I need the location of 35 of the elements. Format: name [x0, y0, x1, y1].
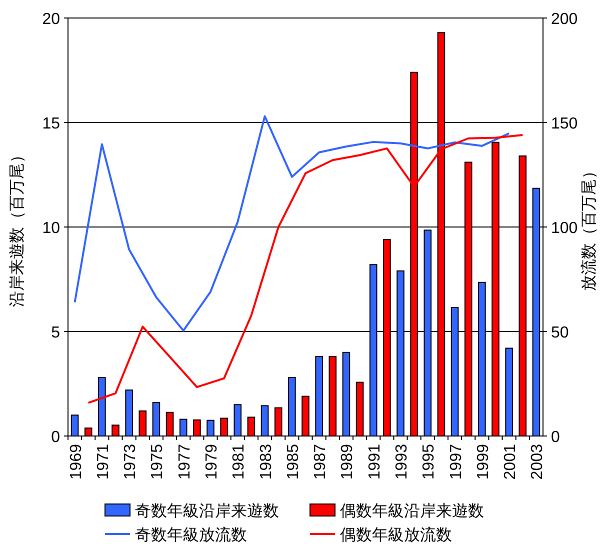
legend-label: 奇数年級放流数: [135, 526, 247, 544]
y2-tick-label: 50: [551, 324, 569, 342]
x-tick-label: 1971: [94, 444, 112, 480]
legend-label: 奇数年級沿岸来遊数: [135, 502, 279, 520]
x-tick-label: 1979: [204, 444, 220, 480]
y-tick-label: 10: [42, 220, 60, 237]
legend-label: 偶数年級放流数: [340, 526, 452, 544]
x-tick-label: 1987: [312, 444, 330, 480]
x-tick-label: 1977: [176, 444, 194, 480]
x-tick-label: 2003: [529, 444, 546, 480]
y2-tick-label: 0: [551, 429, 560, 446]
x-tick-label: 1983: [258, 444, 275, 480]
y-tick-label: 0: [51, 429, 60, 446]
y2-tick-label: 150: [551, 116, 578, 132]
y-tick-label: 5: [51, 324, 60, 342]
x-tick-label: 1985: [284, 444, 302, 480]
x-tick-label: 1991: [366, 444, 384, 480]
x-tick-label: 1973: [122, 444, 140, 480]
legend-label: 偶数年級沿岸来遊数: [340, 502, 484, 520]
x-tick-label: 1995: [420, 444, 438, 480]
x-tick-label: 1969: [68, 444, 85, 480]
x-tick-label: 2001: [502, 444, 520, 480]
y2-tick-label: 200: [551, 11, 578, 28]
x-tick-label: 1975: [149, 444, 166, 480]
x-tick-label: 1997: [448, 444, 465, 480]
y2-tick-label: 100: [551, 220, 578, 237]
x-tick-label: 1989: [339, 444, 356, 480]
x-tick-label: 1999: [474, 444, 492, 480]
y-tick-label: 20: [42, 11, 60, 28]
y-tick-label: 15: [42, 116, 60, 132]
y2-axis-title: 放流数（百万尾）: [580, 163, 598, 291]
line-series: [74, 115, 510, 332]
x-tick-label: 1981: [230, 444, 248, 480]
x-tick-label: 1993: [394, 444, 410, 480]
y-axis-title: 沿岸来遊数（百万尾）: [8, 147, 26, 307]
